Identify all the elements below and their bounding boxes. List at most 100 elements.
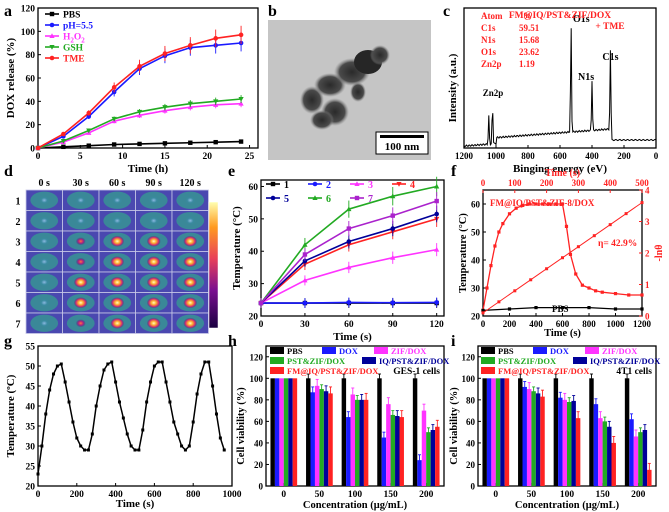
panel-h-legend-label-0: PBS [287, 346, 303, 356]
panel-h-bar-0-0 [270, 378, 275, 486]
panel-f-top-xlabel: Time (s) [545, 168, 580, 179]
panel-g-cycle-point-3 [48, 388, 52, 392]
panel-g-cycle-line [37, 360, 225, 475]
panel-c-title-tme: + TME [595, 22, 624, 32]
panel-f-heating-point-21 [600, 290, 604, 294]
panel-f-heating-point-2 [489, 264, 493, 268]
panel-f-heating-point-23 [627, 293, 631, 297]
panel-i-bar-1-3 [593, 404, 599, 486]
panel-f-xtick-label-2: 400 [529, 319, 543, 329]
panel-d-spot-0-1 [75, 196, 86, 205]
panel-i-category-label-0: 0 [493, 490, 498, 500]
panel-f-heating-point-13 [554, 202, 558, 206]
panel-a-legend-marker-0 [49, 11, 55, 17]
panel-f-heating-point-3 [493, 244, 497, 248]
panel-g-ytick-label-6: 50 [26, 363, 36, 373]
panel-d-spot-4-3 [146, 276, 161, 288]
panel-i-bar-3-0 [495, 378, 501, 486]
panel-i-legend-swatch-2 [585, 347, 599, 354]
panel-a-ylabel: DOX release (%) [5, 37, 17, 118]
panel-a-xtick-label-0: 0 [36, 152, 41, 162]
panel-d-spot-0-2 [112, 196, 123, 205]
panel-g-cycle-point-27 [141, 428, 145, 432]
panel-c-xtick-label-5: 200 [617, 151, 631, 161]
panel-g-ytick-label-4: 40 [26, 403, 36, 413]
panel-i-ytick-label-2: 40 [466, 438, 476, 448]
panel-f-right-tick-label-4: 4 [645, 186, 650, 196]
panel-i-legend-label-1: DOX [550, 346, 570, 356]
panel-e-legend-marker-0 [270, 181, 276, 187]
panel-e-series-6-point-4 [434, 198, 439, 204]
panel-i-bar-1-4 [629, 419, 634, 486]
panel-a-series-3-point-6 [187, 101, 193, 107]
panel-c-xtick-label-6: 0 [654, 151, 659, 161]
legend-o-text: O [74, 33, 81, 43]
panel-i-bar-3-2 [567, 402, 572, 486]
panel-e-ytick-label-2: 40 [249, 248, 259, 258]
panel-f-top-tick-label-0: 0 [481, 178, 486, 188]
panel-h-category-label-2: 100 [348, 490, 363, 500]
panel-d-spot-6-1 [75, 319, 86, 328]
panel-g-cycle-point-13 [86, 448, 90, 452]
panel-d-spot-5-3 [146, 297, 161, 309]
panel-g-cycle-point-34 [168, 400, 172, 404]
panel-g-xtick-label-2: 400 [108, 490, 123, 500]
panel-a-series-2-point-4 [136, 112, 143, 118]
panel-g-cycle-point-11 [79, 444, 83, 448]
panel-d-spot-0-3 [148, 196, 159, 205]
panel-d-spot-2-2 [110, 235, 125, 247]
panel-e-series-5-point-2 [346, 206, 352, 212]
panel-d-spot-6-4 [183, 317, 198, 329]
panel-h-bar-4-1 [323, 391, 329, 486]
panel-a-series-0-point-1 [61, 144, 66, 150]
panel-d-spot-3-1 [75, 257, 86, 266]
panel-d-spot-4-2 [110, 276, 125, 288]
panel-c-table-header-pct: % [523, 11, 532, 21]
panel-a-ytick-label-6: 120 [21, 5, 36, 15]
panel-f-fit-point-2 [513, 289, 517, 293]
panel-a-series-3-point-8 [238, 97, 244, 102]
panel-i-bar-2-3 [598, 418, 603, 486]
panel-i-ylabel: Cell viability (%) [449, 387, 460, 465]
panel-h-bar-5-2 [363, 399, 369, 486]
panel-c-xtick-label-4: 400 [585, 151, 599, 161]
panel-h-bar-5-3 [399, 417, 404, 486]
panel-f-fit-point-7 [592, 234, 596, 238]
panel-letter-i: i [451, 333, 456, 350]
panel-d-row-label-2: 3 [16, 237, 21, 248]
panel-h-bar-1-1 [310, 392, 315, 486]
panel-i-bar-5-2 [575, 418, 581, 486]
panel-e-ytick-label-4: 60 [249, 183, 259, 193]
panel-c-peak-o1s: O1s [573, 14, 590, 25]
panel-a-legend-marker-2 [49, 33, 55, 38]
panel-i-bar-4-4 [642, 430, 648, 486]
panel-h-legend-label-1: DOX [339, 346, 359, 356]
panel-a-series-0-point-6 [188, 140, 193, 145]
panel-i-ytick-label-4: 80 [466, 395, 476, 405]
panel-c-table-value-1: 15.68 [519, 35, 540, 45]
panel-g-ytick-label-5: 45 [26, 383, 36, 393]
panel-a-series-0-point-8 [238, 139, 244, 144]
panel-d-spot-2-4 [183, 235, 198, 247]
panel-e-legend-marker-5 [312, 195, 318, 200]
panel-f-fit-point-10 [640, 201, 644, 205]
panel-c-table-atom-3: Zn2p [481, 59, 502, 69]
panel-f-xtick-label-1: 200 [503, 319, 517, 329]
panel-c-xtick-label-1: 1000 [487, 151, 506, 161]
panel-h-bar-5-1 [328, 393, 333, 486]
panel-g-cycle-point-4 [52, 372, 56, 376]
panel-d-row-label-5: 6 [16, 299, 21, 310]
panel-d-row-label-3: 4 [16, 258, 21, 269]
panel-letter-c: c [443, 3, 450, 20]
panel-g-cycle-point-8 [67, 400, 71, 404]
panel-e-legend-marker-1 [312, 181, 318, 187]
panel-a-series-1-point-2 [86, 114, 92, 119]
panel-g-plot-frame [37, 345, 233, 487]
panel-g-cycle-point-26 [137, 448, 141, 452]
panel-g-cycle-point-16 [98, 384, 102, 388]
panel-a-legend-label-2: H2O2 [63, 33, 85, 45]
panel-e-series-4-point-2 [346, 239, 352, 244]
panel-d-spot-2-3 [146, 235, 161, 247]
panel-a-series-4-point-6 [188, 43, 193, 48]
panel-f-heating-point-9 [527, 202, 531, 206]
